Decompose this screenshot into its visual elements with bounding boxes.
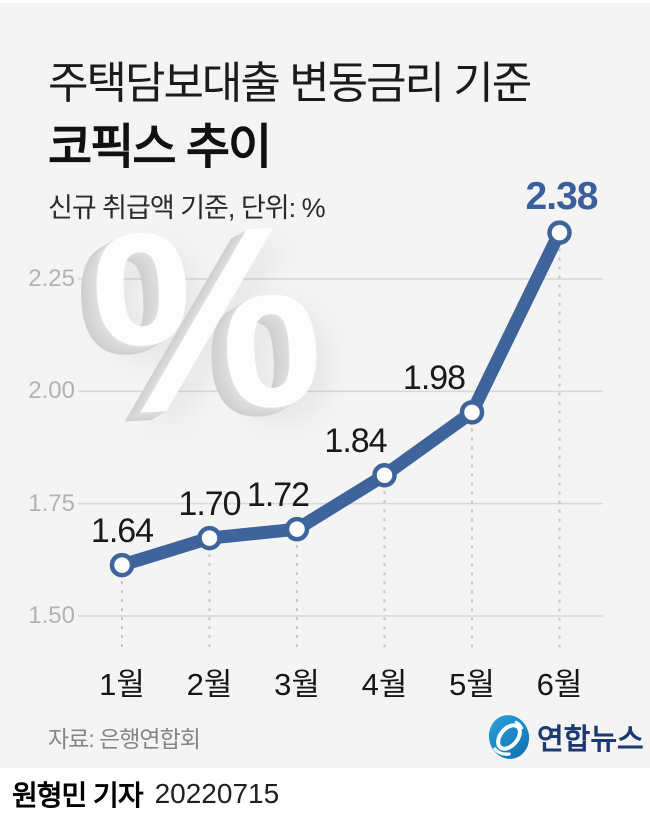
title-line-1: 주택담보대출 변동금리 기준 <box>48 59 532 108</box>
data-point <box>284 516 310 542</box>
data-point <box>197 525 222 551</box>
chart-panel: 주택담보대출 변동금리 기준 코픽스 추이 신규 취급액 기준, 단위: % %… <box>0 3 650 768</box>
value-label: 1.84 <box>324 422 387 461</box>
x-axis-label: 2월 <box>186 667 233 702</box>
x-axis-label: 6월 <box>536 667 583 702</box>
reporter-name: 원형민 기자 <box>12 780 144 811</box>
value-label-highlight: 2.38 <box>525 174 599 218</box>
y-tick-label: 1.50 <box>28 602 75 629</box>
source-credit: 자료: 은행연합회 <box>48 726 201 752</box>
yonhap-swirl-icon <box>488 715 530 759</box>
value-label: 1.98 <box>402 359 466 398</box>
x-axis-label: 5월 <box>449 667 495 702</box>
x-axis-label: 1월 <box>99 667 145 702</box>
chart-subtitle: 신규 취급액 기준, 단위: % <box>48 193 326 223</box>
value-label: 1.70 <box>178 485 241 524</box>
yonhap-news-logo: 연합뉴스 <box>486 713 644 761</box>
value-label: 1.72 <box>246 476 310 515</box>
line-chart-layer <box>109 220 572 653</box>
data-point <box>547 220 572 245</box>
data-point <box>372 462 397 488</box>
value-label: 1.64 <box>90 512 154 551</box>
x-axis-label: 3월 <box>274 667 320 702</box>
y-tick-label: 2.00 <box>28 377 75 405</box>
y-tick-label: 1.75 <box>28 489 75 517</box>
trend-line <box>115 226 566 572</box>
x-axis-label: 4월 <box>361 667 408 702</box>
y-tick-label: 2.25 <box>28 265 75 293</box>
publish-date: 20220715 <box>154 778 280 809</box>
yonhap-logo-text: 연합뉴스 <box>537 724 644 756</box>
data-point <box>459 400 485 425</box>
data-point <box>109 552 135 578</box>
byline-bar: 원형민 기자 20220715 <box>0 768 650 820</box>
title-line-2: 코픽스 추이 <box>48 121 272 174</box>
